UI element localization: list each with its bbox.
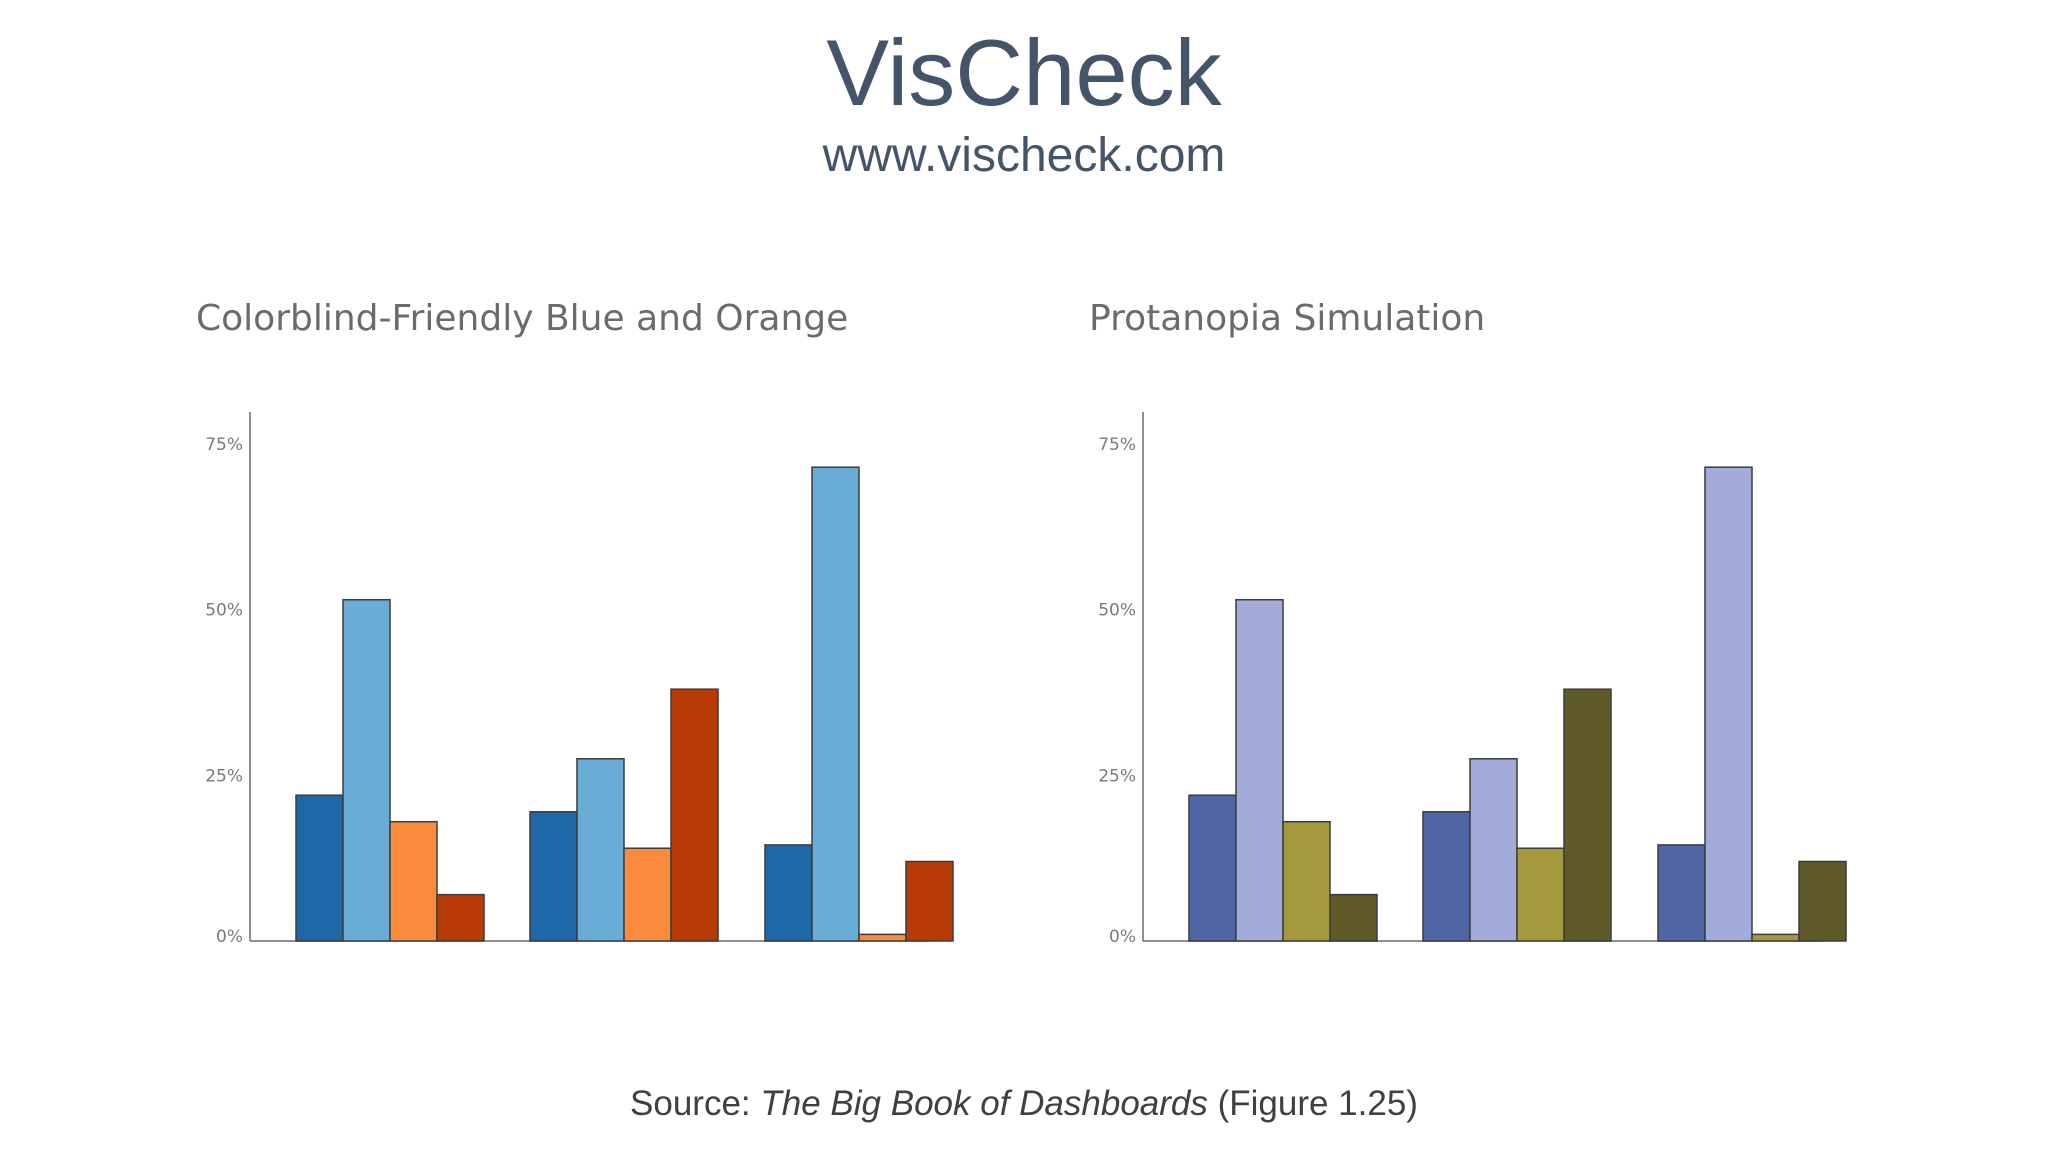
source-prefix: Source: (630, 1084, 761, 1123)
bar-group1-series2 (1235, 598, 1284, 942)
bar-group2-series1 (1422, 811, 1471, 942)
bar-group2-series4 (1563, 688, 1612, 942)
y-tick-label: 75% (1098, 435, 1136, 455)
page-title: VisCheck (826, 20, 1222, 125)
bar-group1-series3 (1282, 820, 1331, 942)
bar-group3-series4 (905, 860, 954, 942)
y-tick-label: 50% (205, 601, 243, 621)
bar-group3-series2 (811, 466, 860, 942)
bar-group2-series2 (1469, 758, 1518, 942)
bar-group3-series1 (1657, 844, 1706, 942)
bar-group3-series3 (1751, 933, 1800, 942)
bar-group2-series1 (529, 811, 578, 942)
book-title: The Big Book of Dashboards (760, 1084, 1208, 1123)
bar-group2-series4 (670, 688, 719, 942)
bar-group3-series1 (764, 844, 813, 942)
source-caption: Source: The Big Book of Dashboards (Figu… (0, 1086, 2048, 1121)
page-url: www.vischeck.com (822, 129, 1226, 182)
bar-chart-protanopia: Protanopia Simulation 0% 25% 50% 75% (1089, 298, 1847, 947)
bar-chart-blue-orange: Colorblind-Friendly Blue and Orange 0% 25%… (196, 298, 954, 947)
bar-group1-series4 (1329, 893, 1378, 942)
bar-group2-series2 (576, 758, 625, 942)
bar-group1-series1 (295, 794, 344, 942)
y-tick-label: 0% (216, 927, 243, 947)
chart-title: Protanopia Simulation (1089, 298, 1485, 339)
bar-group3-series2 (1704, 466, 1753, 942)
bar-group2-series3 (623, 847, 672, 942)
y-tick-label: 75% (205, 435, 243, 455)
bar-group1-series1 (1188, 794, 1237, 942)
bar-group1-series4 (436, 893, 485, 942)
y-tick-label: 50% (1098, 601, 1136, 621)
y-tick-label: 25% (1098, 766, 1136, 786)
figure-reference: (Figure 1.25) (1207, 1084, 1418, 1123)
y-tick-label: 25% (205, 766, 243, 786)
bar-group2-series3 (1516, 847, 1565, 942)
bar-group3-series4 (1798, 860, 1847, 942)
y-tick-label: 0% (1109, 927, 1136, 947)
bar-group1-series3 (389, 820, 438, 942)
bar-group1-series2 (342, 598, 391, 942)
chart-title: Colorblind-Friendly Blue and Orange (196, 298, 848, 339)
bar-group3-series3 (858, 933, 907, 942)
